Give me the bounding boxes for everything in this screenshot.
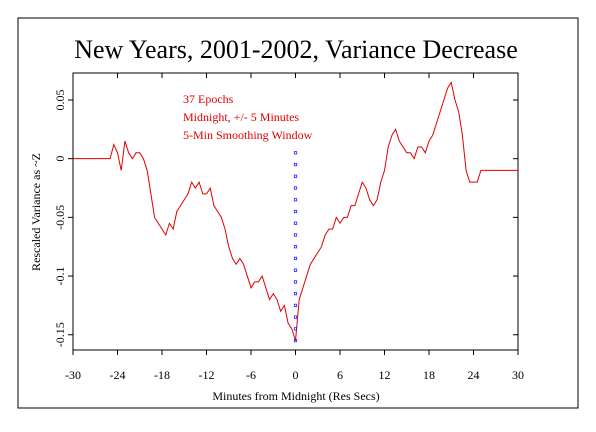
marker bbox=[293, 245, 298, 249]
y-tick-label: -0.1 bbox=[53, 267, 67, 286]
x-axis-label: Minutes from Midnight (Res Secs) bbox=[212, 389, 379, 403]
marker bbox=[293, 327, 298, 331]
y-tick-label: 0.05 bbox=[53, 89, 67, 110]
y-tick-label: -0.15 bbox=[53, 322, 67, 347]
x-tick-label: 30 bbox=[512, 368, 524, 382]
x-tick-label: -6 bbox=[246, 368, 256, 382]
annotation: Midnight, +/- 5 Minutes bbox=[183, 110, 299, 124]
marker bbox=[293, 268, 298, 272]
marker bbox=[293, 339, 298, 343]
y-axis-label: Rescaled Variance as ~Z bbox=[29, 153, 43, 271]
frame bbox=[17, 17, 579, 409]
x-tick-label: 6 bbox=[337, 368, 343, 382]
chart-title: New Years, 2001-2002, Variance Decrease bbox=[74, 35, 518, 64]
marker bbox=[293, 186, 298, 190]
annotation: 37 Epochs bbox=[183, 92, 234, 106]
x-tick-label: -24 bbox=[110, 368, 126, 382]
x-tick-label: 0 bbox=[293, 368, 299, 382]
marker bbox=[293, 303, 298, 307]
x-tick-label: -18 bbox=[154, 368, 170, 382]
marker bbox=[293, 292, 298, 296]
data-line bbox=[73, 81, 518, 341]
marker bbox=[293, 174, 298, 178]
marker bbox=[293, 198, 298, 202]
x-tick-label: -12 bbox=[199, 368, 215, 382]
y-tick-label: -0.05 bbox=[53, 205, 67, 230]
marker bbox=[293, 315, 298, 319]
marker bbox=[293, 162, 298, 167]
marker bbox=[293, 233, 298, 237]
marker bbox=[293, 280, 298, 284]
x-tick-label: -30 bbox=[65, 368, 81, 382]
marker bbox=[293, 221, 298, 225]
marker bbox=[293, 151, 298, 155]
annotation: 5-Min Smoothing Window bbox=[183, 128, 313, 142]
marker bbox=[293, 209, 298, 214]
x-tick-label: 12 bbox=[379, 368, 391, 382]
y-tick-label: 0 bbox=[53, 156, 67, 162]
x-tick-label: 24 bbox=[468, 368, 480, 382]
x-tick-label: 18 bbox=[423, 368, 435, 382]
marker bbox=[293, 256, 298, 261]
